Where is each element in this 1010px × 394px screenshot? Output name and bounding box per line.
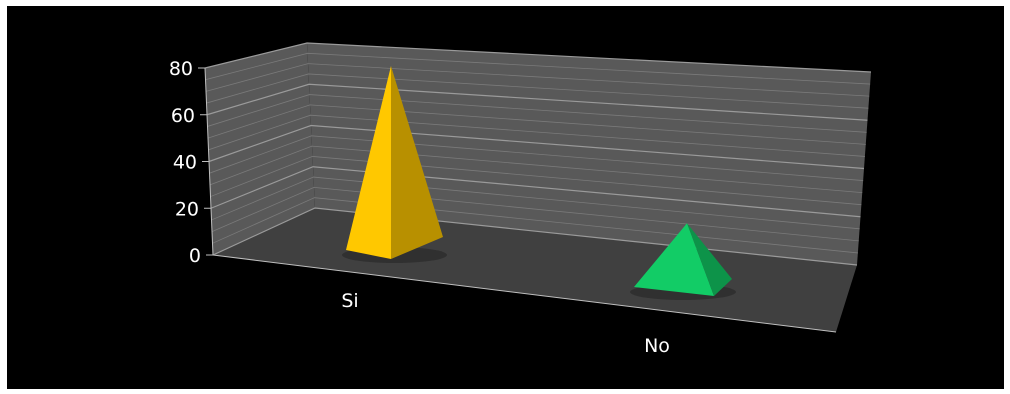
pyramid-side-face	[391, 66, 443, 259]
gridline	[211, 176, 860, 230]
gridline	[210, 156, 862, 206]
pyramid-side-face	[687, 223, 732, 296]
y-tick-label: 80	[169, 58, 193, 80]
y-tick-label: 40	[173, 152, 197, 174]
y-tick-label: 60	[171, 105, 195, 127]
x-category-label: Si	[341, 290, 358, 312]
gridline	[205, 63, 870, 97]
gridline	[208, 114, 865, 157]
gridline	[212, 197, 858, 254]
gridline	[207, 94, 867, 133]
gridline	[206, 83, 868, 121]
pyramid-chart: 0 20 40 60 80 Si No	[169, 42, 872, 357]
pyramid-bar-si	[342, 66, 447, 263]
y-tick-label: 0	[189, 245, 201, 267]
gridline	[207, 104, 866, 145]
pyramid-bar-no	[630, 223, 736, 300]
gridline	[209, 145, 863, 194]
x-category-label: No	[644, 335, 670, 357]
chart-back-wall	[307, 43, 871, 265]
gridline	[210, 166, 861, 218]
x-axis-line	[212, 254, 837, 333]
chart-area: 0 20 40 60 80 Si No	[7, 6, 1004, 389]
gridline	[206, 73, 869, 109]
y-tick-label: 20	[175, 198, 199, 220]
pyramid-front-face	[634, 223, 714, 296]
gridline	[211, 186, 859, 242]
gridline	[209, 135, 864, 181]
gridline	[204, 42, 872, 73]
gridline	[208, 124, 865, 170]
pyramid-front-face	[346, 66, 391, 259]
gridline	[205, 52, 871, 85]
